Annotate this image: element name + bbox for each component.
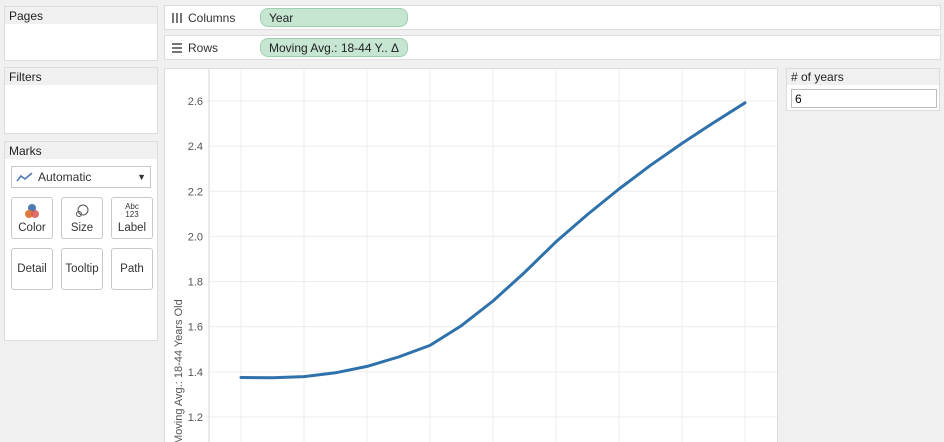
parameter-title: # of years <box>787 69 939 85</box>
moving-avg-pill-label: Moving Avg.: 18-44 Y.. <box>269 40 388 55</box>
moving-avg-pill[interactable]: Moving Avg.: 18-44 Y.. Δ <box>260 38 408 57</box>
filters-card[interactable]: Filters <box>4 67 158 134</box>
y-tick-label: 1.2 <box>188 412 203 424</box>
path-button[interactable]: Path <box>111 248 153 290</box>
color-icon <box>24 202 40 220</box>
y-tick-label: 2.0 <box>188 231 203 243</box>
filters-title: Filters <box>5 68 157 85</box>
y-tick-label: 1.6 <box>188 322 203 334</box>
rows-shelf[interactable]: Rows Moving Avg.: 18-44 Y.. Δ <box>164 35 941 60</box>
y-tick-label: 2.2 <box>188 186 203 198</box>
columns-icon <box>172 12 182 23</box>
mark-type-label: Automatic <box>38 170 92 184</box>
size-icon <box>74 202 90 220</box>
pages-title: Pages <box>5 7 157 24</box>
y-tick-label: 2.6 <box>188 96 203 108</box>
mark-type-dropdown[interactable]: Automatic ▼ <box>11 166 151 188</box>
size-button[interactable]: Size <box>61 197 103 239</box>
detail-button[interactable]: Detail <box>11 248 53 290</box>
y-tick-label: 1.4 <box>188 367 203 379</box>
y-axis-title: Moving Avg.: 18-44 Years Old <box>173 299 185 442</box>
columns-shelf[interactable]: Columns Year <box>164 5 941 30</box>
year-pill-label: Year <box>269 10 294 25</box>
rows-label-text: Rows <box>188 40 219 55</box>
pages-card: Pages <box>4 6 158 61</box>
color-button[interactable]: Color <box>11 197 53 239</box>
y-tick-label: 1.8 <box>188 277 203 289</box>
year-pill[interactable]: Year <box>260 8 408 27</box>
label-button[interactable]: Abc 123 Label <box>111 197 153 239</box>
series-line[interactable] <box>239 101 747 380</box>
y-tick-label: 2.4 <box>188 141 203 153</box>
years-parameter-input[interactable] <box>791 89 937 108</box>
detail-button-label: Detail <box>17 263 47 275</box>
tooltip-button[interactable]: Tooltip <box>61 248 103 290</box>
chevron-down-icon: ▼ <box>137 172 146 182</box>
columns-shelf-label: Columns <box>165 11 260 25</box>
line-chart: 1.2 1.4 1.6 1.8 2.0 2.2 2.4 2.6 Moving Avg.: 18… <box>173 69 777 442</box>
columns-label-text: Columns <box>188 10 236 25</box>
path-button-label: Path <box>120 263 144 275</box>
horizontal-gridlines <box>209 100 777 418</box>
rows-shelf-label: Rows <box>165 41 260 55</box>
marks-card: Marks Automatic ▼ Color Size Abc 123 Lab… <box>4 141 158 341</box>
marks-title: Marks <box>5 142 157 159</box>
size-button-label: Size <box>70 222 94 234</box>
chart-area[interactable]: 1.2 1.4 1.6 1.8 2.0 2.2 2.4 2.6 Moving Avg.: 18… <box>164 68 778 442</box>
label-button-label: Label <box>117 222 147 234</box>
rows-icon <box>172 42 182 53</box>
vertical-gridlines <box>240 69 746 442</box>
line-chart-icon <box>16 172 33 182</box>
delta-icon: Δ <box>390 40 399 55</box>
label-icon: Abc 123 <box>125 202 139 219</box>
y-tick-labels: 1.2 1.4 1.6 1.8 2.0 2.2 2.4 2.6 <box>188 96 203 424</box>
years-parameter-card: # of years <box>786 68 940 111</box>
tooltip-button-label: Tooltip <box>65 263 99 275</box>
color-button-label: Color <box>18 222 46 234</box>
